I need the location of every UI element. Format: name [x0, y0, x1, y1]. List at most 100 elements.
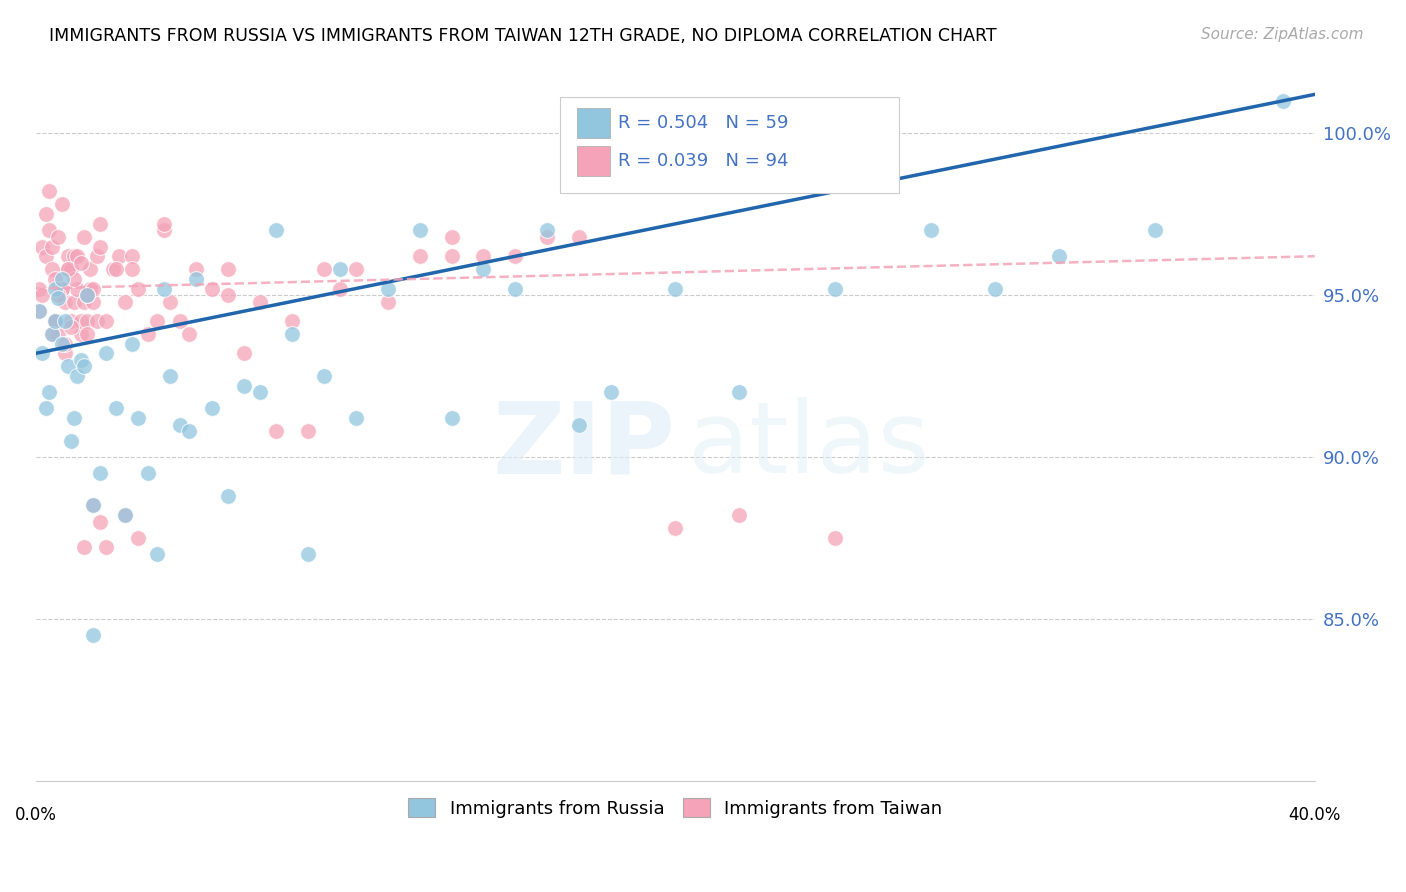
Point	[44, 282, 66, 296]
Point	[728, 508, 751, 522]
Point	[46, 326, 69, 341]
Point	[179, 326, 201, 341]
Point	[76, 314, 98, 328]
Point	[377, 294, 399, 309]
Point	[56, 262, 79, 277]
Point	[89, 515, 111, 529]
Point	[41, 239, 63, 253]
Text: IMMIGRANTS FROM RUSSIA VS IMMIGRANTS FROM TAIWAN 12TH GRADE, NO DIPLOMA CORRELAT: IMMIGRANTS FROM RUSSIA VS IMMIGRANTS FRO…	[49, 27, 997, 45]
Point	[505, 249, 527, 263]
Point	[114, 508, 136, 522]
Text: R = 0.039   N = 94: R = 0.039 N = 94	[617, 152, 789, 170]
Point	[79, 262, 101, 277]
Point	[153, 223, 176, 237]
Point	[31, 288, 53, 302]
Point	[46, 229, 69, 244]
Point	[600, 385, 623, 400]
Point	[408, 223, 430, 237]
Point	[217, 489, 239, 503]
Point	[297, 424, 319, 438]
Point	[264, 223, 287, 237]
Point	[184, 262, 207, 277]
Point	[86, 249, 108, 263]
Point	[76, 326, 98, 341]
Point	[1143, 223, 1166, 237]
Point	[46, 288, 69, 302]
Point	[232, 346, 254, 360]
Point	[920, 223, 942, 237]
Point	[104, 262, 127, 277]
Point	[66, 368, 89, 383]
Point	[86, 314, 108, 328]
Point	[69, 314, 91, 328]
Point	[69, 326, 91, 341]
Point	[44, 314, 66, 328]
Point	[53, 336, 76, 351]
Point	[60, 314, 83, 328]
Point	[79, 282, 101, 296]
Point	[1271, 94, 1294, 108]
Point	[82, 628, 104, 642]
Point	[96, 346, 118, 360]
Point	[472, 249, 495, 263]
Point	[329, 282, 352, 296]
Point	[82, 282, 104, 296]
Point	[201, 401, 224, 416]
Point	[63, 272, 86, 286]
Point	[44, 314, 66, 328]
Point	[280, 326, 302, 341]
Point	[472, 262, 495, 277]
Point	[312, 262, 335, 277]
Point	[104, 401, 127, 416]
Point	[82, 499, 104, 513]
Point	[108, 249, 131, 263]
Point	[728, 385, 751, 400]
Point	[60, 320, 83, 334]
Point	[51, 272, 73, 286]
Point	[44, 314, 66, 328]
Text: Source: ZipAtlas.com: Source: ZipAtlas.com	[1201, 27, 1364, 42]
Point	[127, 411, 149, 425]
Point	[38, 223, 60, 237]
Point	[63, 249, 86, 263]
Point	[53, 294, 76, 309]
Point	[408, 249, 430, 263]
Point	[344, 262, 367, 277]
Point	[56, 359, 79, 374]
Point	[329, 262, 352, 277]
Point	[28, 304, 51, 318]
Point	[89, 217, 111, 231]
Point	[31, 239, 53, 253]
Point	[38, 385, 60, 400]
Point	[440, 249, 463, 263]
Point	[73, 294, 96, 309]
Point	[344, 411, 367, 425]
Point	[66, 282, 89, 296]
Legend: Immigrants from Russia, Immigrants from Taiwan: Immigrants from Russia, Immigrants from …	[401, 791, 949, 825]
Point	[51, 197, 73, 211]
Point	[31, 346, 53, 360]
Text: ZIP: ZIP	[492, 397, 675, 494]
Point	[136, 466, 159, 480]
Point	[159, 368, 181, 383]
Point	[127, 282, 149, 296]
Point	[179, 424, 201, 438]
Point	[89, 466, 111, 480]
Point	[536, 223, 558, 237]
Point	[824, 282, 846, 296]
Point	[34, 249, 56, 263]
Point	[114, 508, 136, 522]
Point	[69, 352, 91, 367]
Point	[41, 326, 63, 341]
Point	[53, 346, 76, 360]
Point	[121, 249, 143, 263]
Point	[41, 326, 63, 341]
FancyBboxPatch shape	[560, 97, 898, 193]
Point	[69, 256, 91, 270]
Point	[96, 541, 118, 555]
Point	[568, 229, 591, 244]
Point	[44, 272, 66, 286]
Point	[89, 239, 111, 253]
Point	[56, 249, 79, 263]
Point	[146, 547, 169, 561]
